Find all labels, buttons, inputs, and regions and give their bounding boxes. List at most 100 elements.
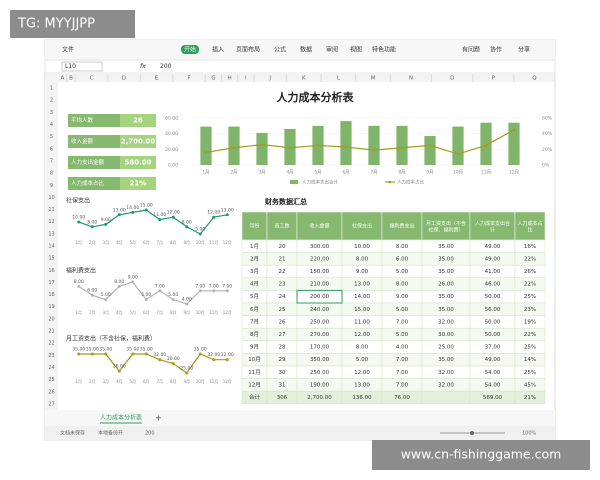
table-cell-text: 49.00 [485,357,501,363]
x-tick-label: 5月 [129,379,136,384]
sheet-title: 人力成本分析表 [277,90,355,104]
name-box[interactable] [61,61,103,72]
menu-tab[interactable]: 数据 [300,46,312,54]
x-tick-label: 5月 [129,310,136,315]
toolbar-bg [45,40,555,60]
table-cell-text: 250.00 [310,319,330,325]
mini-chart-title: 福利费支出 [66,267,96,275]
column-header: I [245,76,247,82]
table-cell-text: 16% [524,244,536,250]
line-marker [131,210,135,214]
bar [368,125,380,165]
table-cell-text: 50.00 [485,319,501,325]
active-tab-bg [181,45,199,54]
table-cell-text: 136.00 [352,395,372,401]
line-marker [198,232,202,236]
data-label: 11.00 [153,212,166,218]
menu-tab[interactable]: 插入 [212,46,224,54]
x-tick-label: 3月 [102,379,109,384]
kpi-value: 2,700.00 [121,138,156,146]
menu-tab[interactable]: 公式 [274,46,286,54]
table-header: 社保支出 [352,223,372,230]
menu-tab[interactable]: 审阅 [326,46,338,54]
table-header-cell [514,211,546,241]
data-label: 4.00 [182,297,192,303]
menu-file[interactable]: 文件 [62,46,74,54]
bar [452,126,464,165]
table-cell-text: 7.00 [396,319,409,325]
table-cell-text: 4月 [250,281,259,288]
bar [424,136,436,165]
column-header: N [409,76,413,82]
x-tick-label: 8月 [170,240,177,245]
line-marker [131,280,135,284]
data-label: 35.00 [72,347,85,353]
line-marker [212,358,216,362]
line-marker [158,289,162,293]
toolbar-action[interactable]: 有问题 [462,46,480,54]
data-label: 5.00 [101,292,111,298]
data-label: 5.00 [141,292,151,298]
row-header: 26 [48,389,54,395]
row-header: 23 [48,353,54,359]
data-label: 7.00 [155,283,165,289]
row-header: 6 [50,146,53,152]
selected-cell [296,289,343,304]
menu-tab[interactable]: 页面布局 [236,46,260,54]
data-label: 13.00 [221,207,234,213]
table-title: 财务数据汇总 [264,197,307,206]
bar [508,122,520,165]
data-label: 35.00 [126,347,139,353]
table-cell-text: 35.00 [438,307,454,313]
menu-tab[interactable]: 特色功能 [372,46,396,54]
line-marker [428,144,432,147]
data-label: 15.00 [140,203,153,209]
menu-tab[interactable]: 开始 [184,46,196,54]
table-cell-text: 7.00 [396,357,409,363]
table-cell-text: 22% [524,256,536,262]
x-tick-label: 6月 [143,310,150,315]
table-cell-text: 35.00 [438,256,454,262]
zoom-handle[interactable] [470,431,474,435]
table-cell-text: 5月 [250,293,259,300]
line-marker [77,284,81,288]
table-cell-text: 26.00 [438,282,454,288]
row-header: 17 [48,280,54,286]
table-header: 人力成本占比 [517,219,542,233]
toolbar-action[interactable]: 协作 [490,46,502,54]
line-marker [171,362,175,365]
toolbar-action[interactable]: 分享 [518,46,530,54]
x-tick-label: 4月 [286,170,293,176]
table-cell-text: 240.00 [310,307,330,313]
data-label: 8.00 [114,279,124,285]
line-marker [198,352,202,356]
line-marker [117,213,121,217]
y-tick-label: 0.00 [168,163,178,169]
add-sheet[interactable]: + [155,414,162,423]
data-label: 35.00 [194,347,207,353]
table-cell-text: 12.00 [354,332,370,338]
row-header: 18 [48,292,54,298]
zoom-level: 100% [522,431,537,437]
table-cell-text: 30.00 [438,332,454,338]
x-tick-label: 12月 [223,310,232,315]
data-label: 6.00 [87,288,97,294]
data-label: 8.00 [182,219,192,225]
line-marker [90,225,94,229]
sheet-tab[interactable]: 人力成本分析表 [100,414,142,422]
line [78,281,228,305]
data-label: 32.00 [221,352,234,358]
x-tick-label: 12月 [223,379,232,384]
x-tick-label: 10月 [453,170,463,176]
table-cell-text: 9月 [250,344,259,351]
line-marker [158,218,162,222]
line-marker [104,298,108,302]
data-label: 5.00 [168,292,178,298]
menu-tab[interactable]: 视图 [350,46,362,54]
y2-tick-label: 60% [542,116,553,122]
watermark-box [10,10,135,38]
table-cell-text: 6月 [250,306,259,313]
fx-icon[interactable]: fx [140,63,146,70]
table-cell-text: 12月 [248,381,261,388]
